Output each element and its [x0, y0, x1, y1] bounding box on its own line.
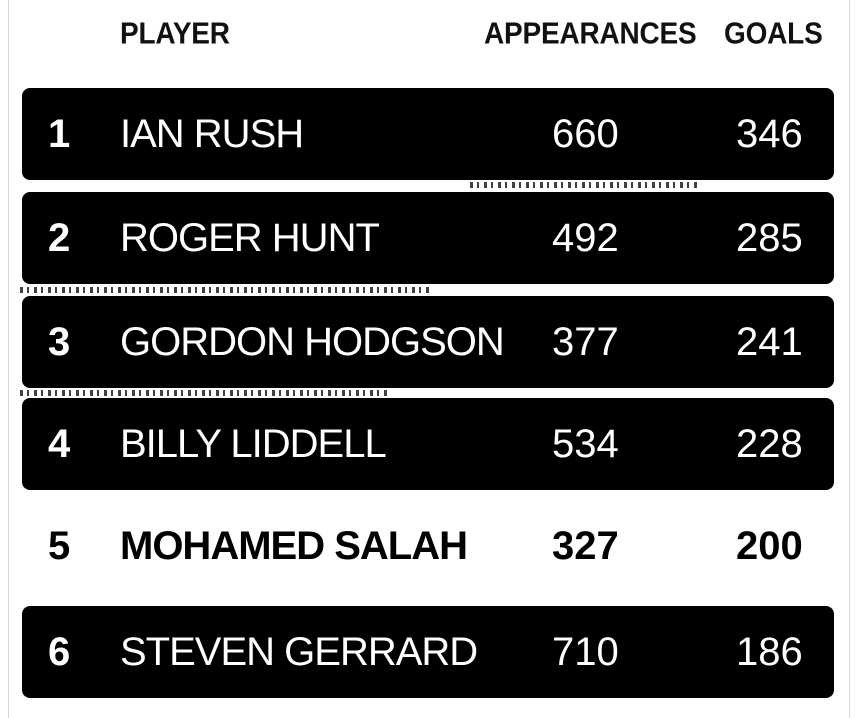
table-row: 4 BILLY LIDDELL 534 228: [22, 398, 834, 490]
goals-cell: 186: [736, 630, 803, 674]
player-cell: ROGER HUNT: [120, 216, 380, 260]
table-header: PLAYER APPEARANCES GOALS: [0, 16, 856, 60]
player-cell: MOHAMED SALAH: [120, 524, 468, 568]
frame-border-left: [8, 0, 9, 718]
frame-border-right: [849, 0, 850, 718]
appearances-cell: 377: [552, 320, 619, 364]
goals-cell: 241: [736, 320, 803, 364]
torn-edge-decoration: [470, 182, 700, 188]
goals-cell: 228: [736, 422, 803, 466]
table-row: 1 IAN RUSH 660 346: [22, 88, 834, 180]
appearances-cell: 534: [552, 422, 619, 466]
header-player: PLAYER: [120, 16, 230, 51]
goals-cell: 285: [736, 216, 803, 260]
rank-cell: 2: [48, 216, 71, 260]
torn-edge-decoration: [20, 287, 430, 293]
goals-cell: 200: [736, 524, 803, 568]
appearances-cell: 710: [552, 630, 619, 674]
table-row-highlighted: 5 MOHAMED SALAH 327 200: [22, 500, 834, 592]
player-cell: BILLY LIDDELL: [120, 422, 387, 466]
rank-cell: 3: [48, 320, 71, 364]
table-row: 2 ROGER HUNT 492 285: [22, 192, 834, 284]
rank-cell: 6: [48, 630, 71, 674]
rank-cell: 4: [48, 422, 71, 466]
header-appearances: APPEARANCES: [484, 16, 697, 51]
rank-cell: 1: [48, 112, 71, 156]
table-row: 6 STEVEN GERRARD 710 186: [22, 606, 834, 698]
rank-cell: 5: [48, 524, 71, 568]
appearances-cell: 327: [552, 524, 619, 568]
goals-cell: 346: [736, 112, 803, 156]
player-cell: STEVEN GERRARD: [120, 630, 478, 674]
torn-edge-decoration: [20, 390, 390, 396]
appearances-cell: 492: [552, 216, 619, 260]
header-goals: GOALS: [724, 16, 823, 51]
player-cell: GORDON HODGSON: [120, 320, 505, 364]
appearances-cell: 660: [552, 112, 619, 156]
player-cell: IAN RUSH: [120, 112, 304, 156]
table-row: 3 GORDON HODGSON 377 241: [22, 296, 834, 388]
